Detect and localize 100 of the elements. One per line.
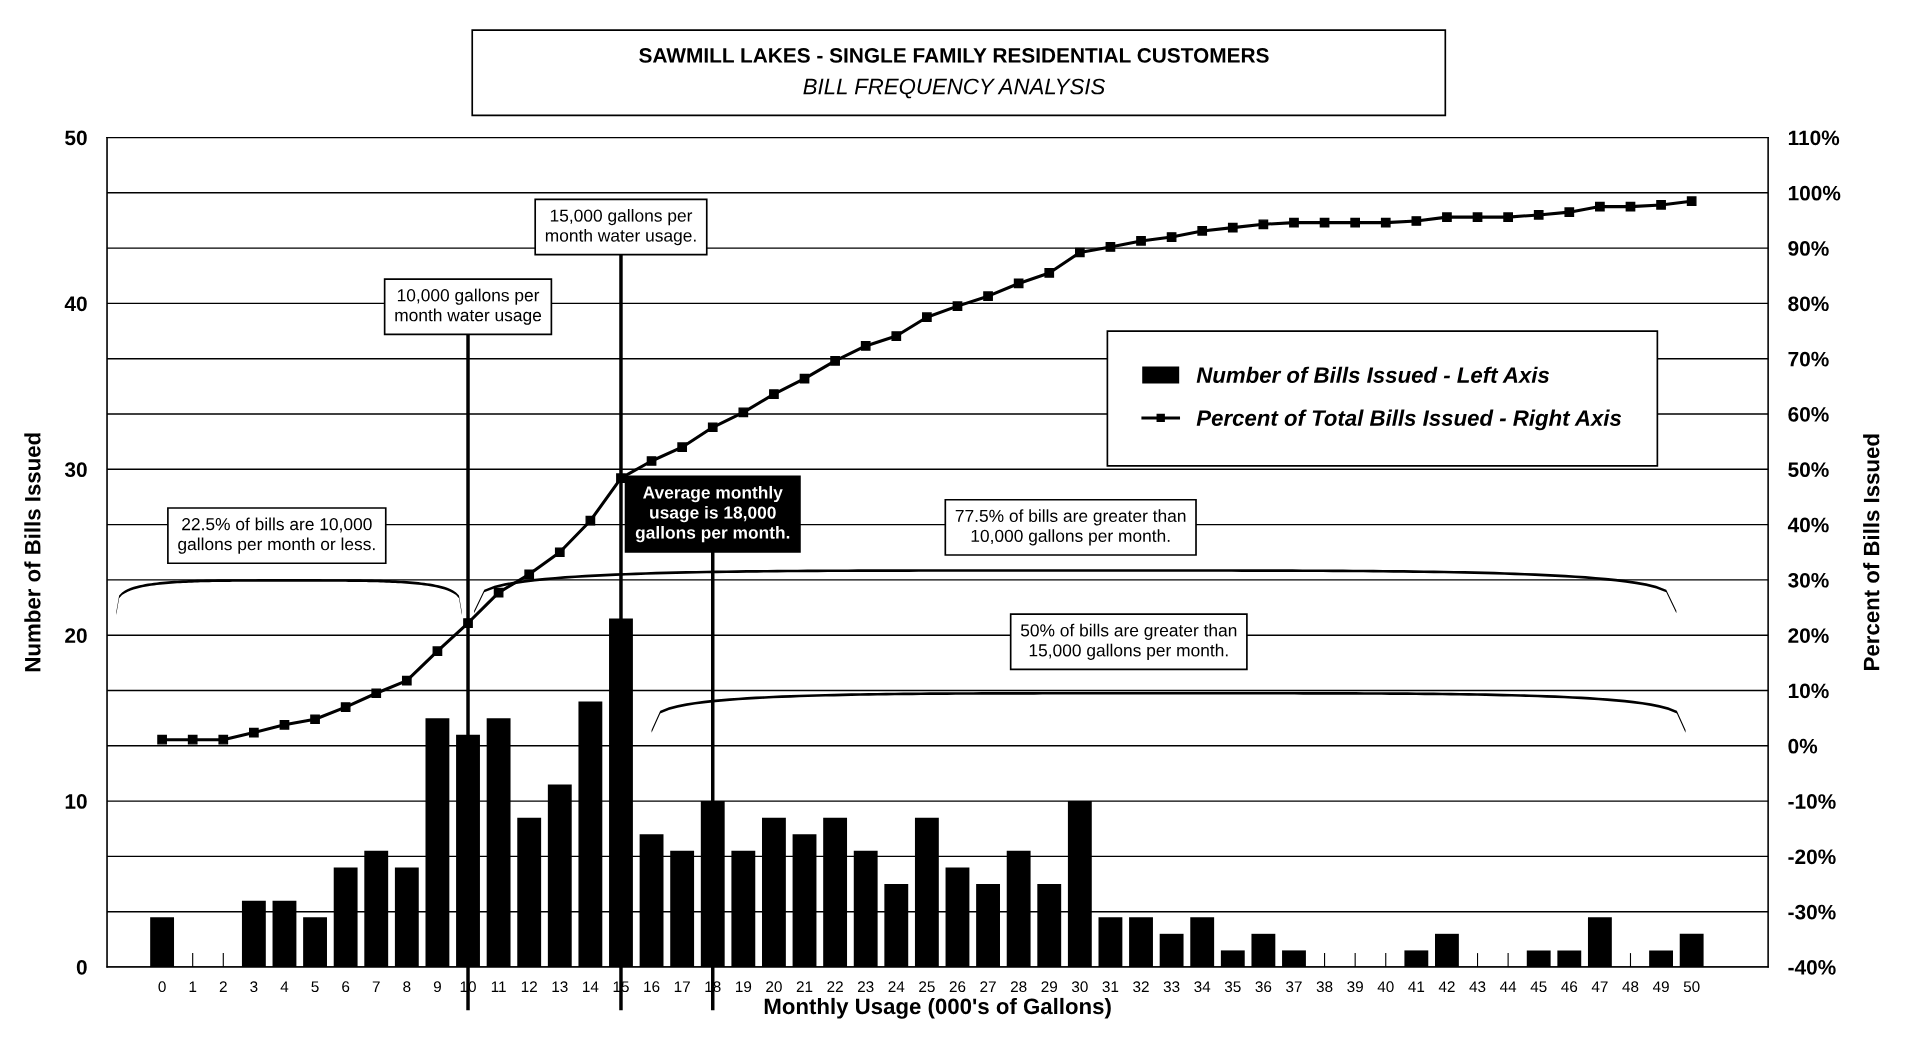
point — [554, 547, 565, 558]
point — [279, 719, 290, 730]
point — [891, 331, 902, 341]
x-tick-label: 26 — [949, 981, 966, 993]
x-axis-title: Monthly Usage (000's of Gallons) — [764, 997, 1111, 1019]
point — [1533, 210, 1544, 220]
y-tick-label: 30 — [64, 462, 87, 478]
y2-tick-label: -40% — [1788, 959, 1836, 975]
x-tick-label: 48 — [1622, 981, 1639, 993]
x-tick-label: 43 — [1469, 981, 1486, 993]
x-tick-label: 34 — [1194, 981, 1211, 993]
point — [1105, 242, 1116, 252]
x-tick-label: 2 — [219, 981, 227, 992]
ref-line-label: 10,000 gallons per month water usage — [395, 288, 542, 325]
x-tick-label: 16 — [644, 981, 660, 993]
x-tick-label: 28 — [1010, 981, 1027, 993]
point — [1442, 212, 1452, 222]
x-tick-label: 46 — [1561, 981, 1578, 993]
point — [1503, 212, 1513, 222]
x-tick-label: 40 — [1377, 981, 1394, 993]
point — [157, 734, 167, 745]
legend-label: Percent of Total Bills Issued - Right Axis — [1196, 409, 1622, 431]
point — [1013, 278, 1024, 289]
point — [1136, 236, 1146, 246]
x-tick-label: 3 — [250, 981, 258, 993]
x-tick-label: 44 — [1499, 981, 1517, 992]
point — [1686, 196, 1697, 206]
point — [340, 702, 351, 712]
ref-line-label: 15,000 gallons per month water usage. — [545, 209, 696, 246]
chart-subtitle: BILL FREQUENCY ANALYSIS — [803, 78, 1106, 99]
x-tick-label: 13 — [552, 981, 568, 993]
y2-tick-label: 0% — [1788, 738, 1818, 754]
point — [187, 734, 198, 745]
point — [1197, 226, 1208, 236]
point — [218, 734, 229, 745]
x-tick-label: 35 — [1224, 981, 1241, 993]
y-tick-label: 50 — [65, 130, 87, 146]
point — [371, 688, 382, 699]
x-tick-label: 1 — [189, 981, 197, 992]
y2-tick-label: 20% — [1788, 628, 1829, 643]
x-tick-label: 33 — [1163, 981, 1180, 993]
y2-tick-label: 30% — [1788, 572, 1829, 588]
point — [524, 569, 535, 580]
x-tick-label: 49 — [1652, 981, 1669, 993]
x-tick-label: 21 — [796, 981, 813, 992]
x-tick-label: 6 — [342, 981, 350, 993]
point — [1472, 212, 1483, 222]
point — [983, 291, 993, 302]
x-tick-label: 29 — [1041, 981, 1058, 993]
x-tick-label: 11 — [491, 981, 506, 992]
point — [432, 646, 443, 657]
x-tick-label: 0 — [158, 981, 166, 993]
x-tick-label: 9 — [433, 981, 441, 993]
point — [1044, 268, 1055, 278]
y2-tick-label: 10% — [1788, 683, 1829, 699]
legend-label: Number of Bills Issued - Left Axis — [1196, 366, 1550, 383]
point — [769, 389, 779, 399]
point — [1074, 247, 1085, 258]
y2-tick-label: 50% — [1788, 462, 1829, 478]
x-tick-label: 22 — [827, 981, 843, 992]
x-tick-label: 30 — [1071, 981, 1088, 993]
x-tick-label: 17 — [674, 981, 690, 992]
x-tick-label: 31 — [1102, 981, 1119, 993]
x-tick-label: 45 — [1530, 981, 1547, 993]
point — [677, 442, 688, 453]
x-tick-label: 38 — [1316, 981, 1333, 993]
point — [952, 301, 963, 312]
x-tick-label: 42 — [1438, 981, 1455, 992]
point — [1289, 217, 1299, 228]
ref-line-label: Average monthly usage is 18,000 gallons per month. — [635, 485, 790, 543]
point — [1595, 201, 1605, 212]
point — [1319, 217, 1330, 228]
x-tick-label: 12 — [521, 981, 537, 992]
x-tick-label: 7 — [372, 981, 380, 992]
point — [860, 341, 871, 351]
x-tick-label: 4 — [280, 981, 289, 992]
x-tick-label: 50 — [1683, 981, 1700, 993]
point — [1166, 232, 1177, 242]
point — [1258, 219, 1269, 230]
x-tick-label: 27 — [980, 981, 996, 992]
x-tick-label: 25 — [919, 981, 935, 993]
point — [1380, 217, 1391, 228]
x-tick-label: 14 — [583, 981, 599, 992]
x-tick-label: 41 — [1408, 981, 1425, 992]
y2-tick-label: 90% — [1788, 241, 1829, 256]
point — [1350, 217, 1361, 228]
point — [1656, 200, 1666, 210]
y-tick-label: 10 — [65, 794, 87, 809]
annotation: 22.5% of bills are 10,000 gallons per month or less. — [178, 517, 375, 554]
x-tick-label: 23 — [857, 981, 874, 993]
point — [922, 312, 932, 323]
y2-tick-label: 40% — [1787, 517, 1829, 533]
x-tick-label: 37 — [1286, 981, 1302, 993]
x-tick-label: 19 — [736, 981, 752, 993]
y2-tick-label: 80% — [1788, 296, 1829, 312]
point — [707, 422, 718, 433]
point — [830, 356, 840, 366]
y-tick-label: 0 — [76, 959, 87, 975]
y2-tick-label: -20% — [1788, 849, 1836, 865]
annotation: 77.5% of bills are greater than 10,000 gallons per month. — [955, 509, 1186, 546]
